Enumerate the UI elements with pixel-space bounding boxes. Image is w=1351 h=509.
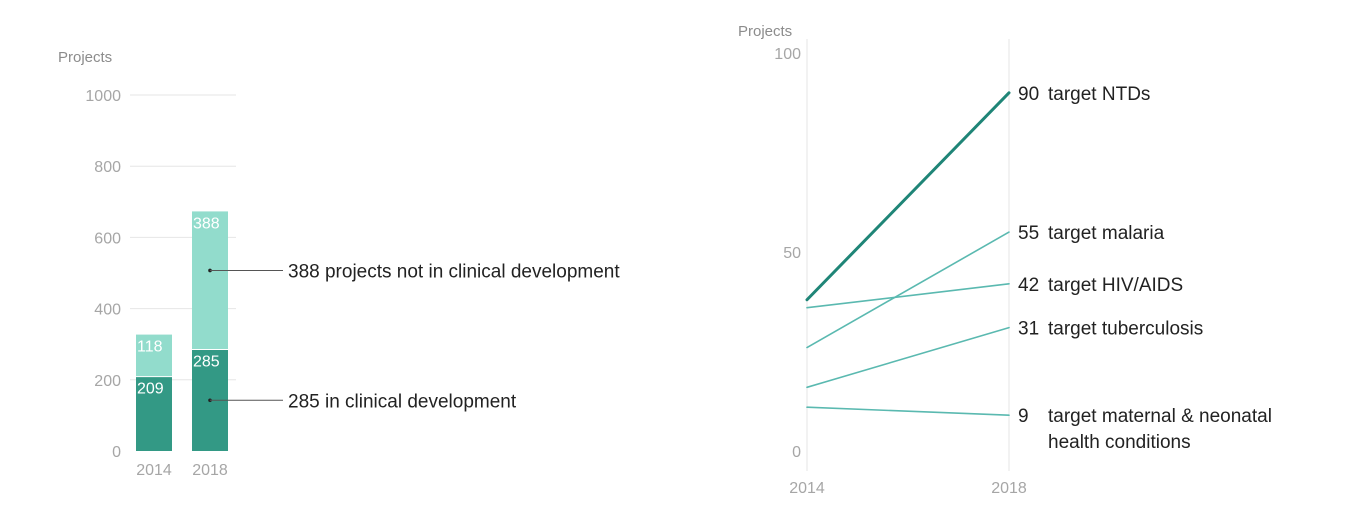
series-line bbox=[806, 326, 1010, 389]
line-y-tick-label: 100 bbox=[774, 46, 801, 63]
line-x-tick-label: 2014 bbox=[789, 480, 825, 497]
bar-y-tick-label: 200 bbox=[94, 373, 121, 390]
line-y-axis-title: Projects bbox=[738, 23, 792, 40]
bar-x-tick-label: 2014 bbox=[136, 462, 172, 479]
annotation-label: 388 projects not in clinical development bbox=[288, 261, 620, 282]
series-end-name: target maternal & neonatal bbox=[1048, 406, 1272, 427]
bar-y-tick-label: 1000 bbox=[85, 88, 121, 105]
bar-segment bbox=[136, 334, 172, 377]
bar-y-tick-label: 400 bbox=[94, 302, 121, 319]
bar-y-tick-label: 600 bbox=[94, 230, 121, 247]
series-end-value: 90 bbox=[1018, 84, 1039, 105]
bar-value-label: 388 bbox=[193, 215, 220, 232]
annotation-label: 285 in clinical development bbox=[288, 391, 517, 412]
series-end-value: 42 bbox=[1018, 275, 1039, 296]
bar-y-tick-label: 0 bbox=[112, 444, 121, 461]
line-y-tick-label: 50 bbox=[783, 245, 801, 262]
line-y-tick-label: 0 bbox=[792, 444, 801, 461]
line-x-tick-label: 2018 bbox=[991, 480, 1027, 497]
bar-x-tick-label: 2018 bbox=[192, 462, 228, 479]
series-line bbox=[806, 406, 1010, 416]
bar-value-label: 209 bbox=[137, 381, 164, 398]
series-end-value: 9 bbox=[1018, 406, 1029, 427]
bar-y-tick-label: 800 bbox=[94, 159, 121, 176]
series-end-name-line2: health conditions bbox=[1048, 432, 1191, 453]
bar-y-axis-title: Projects bbox=[58, 49, 112, 66]
series-end-name: target malaria bbox=[1048, 223, 1165, 244]
bar-segment bbox=[192, 211, 228, 350]
series-end-name: target tuberculosis bbox=[1048, 319, 1203, 340]
series-end-name: target HIV/AIDS bbox=[1048, 275, 1183, 296]
series-line bbox=[806, 231, 1010, 349]
bar-value-label: 285 bbox=[193, 354, 220, 371]
series-line bbox=[806, 283, 1010, 309]
series-end-value: 55 bbox=[1018, 223, 1039, 244]
bar-segment bbox=[136, 376, 172, 451]
series-end-name: target NTDs bbox=[1048, 84, 1150, 105]
series-end-value: 31 bbox=[1018, 319, 1039, 340]
bar-value-label: 118 bbox=[137, 339, 163, 356]
series-line bbox=[805, 91, 1011, 302]
